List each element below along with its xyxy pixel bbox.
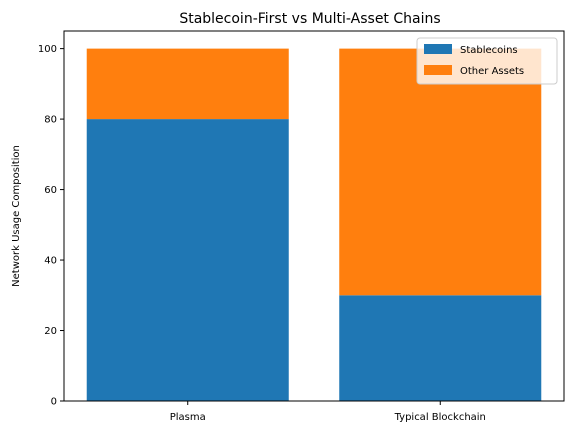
- legend-swatch-stablecoins: [424, 44, 452, 54]
- y-tick-label: 0: [51, 397, 57, 408]
- x-tick-label: Typical Blockchain: [394, 412, 486, 423]
- legend-label-other-assets: Other Assets: [460, 66, 524, 77]
- legend-label-stablecoins: Stablecoins: [460, 45, 518, 56]
- y-axis-label: Network Usage Composition: [11, 145, 22, 287]
- plot-frame: [63, 30, 565, 402]
- y-tick-label: 20: [44, 326, 57, 337]
- bars-group: [86, 48, 542, 401]
- y-tick-label: 80: [44, 115, 57, 126]
- chart-title: Stablecoin-First vs Multi-Asset Chains: [179, 11, 440, 27]
- bar-stablecoins-plasma: [86, 119, 289, 401]
- legend: Stablecoins Other Assets: [416, 37, 558, 85]
- x-tick-label: Plasma: [170, 412, 206, 423]
- x-axis-ticks: Plasma Typical Blockchain: [170, 401, 486, 423]
- bar-other-assets-typical-blockchain: [339, 48, 542, 296]
- bar-stablecoins-typical-blockchain: [339, 295, 542, 401]
- y-tick-label: 40: [44, 256, 57, 267]
- legend-swatch-other-assets: [424, 65, 452, 75]
- y-tick-label: 60: [44, 185, 57, 196]
- y-axis-ticks: 0 20 40 60 80 100: [38, 44, 64, 408]
- bar-other-assets-plasma: [86, 48, 289, 120]
- y-tick-label: 100: [38, 44, 57, 55]
